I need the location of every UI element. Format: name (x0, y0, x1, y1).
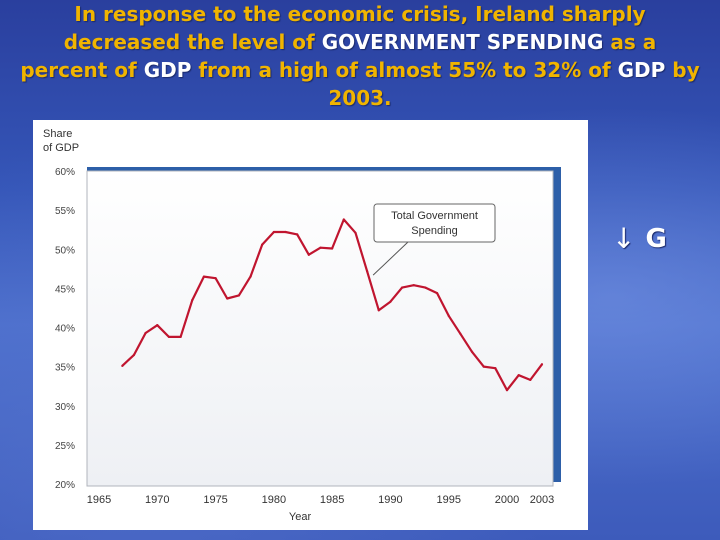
y-axis-ticks: 20% 25% 30% 35% 40% 45% 50% 55% 60% (55, 167, 75, 491)
callout-text-line-2: Spending (411, 225, 458, 237)
data-point (237, 294, 240, 297)
y-tick-label: 45% (55, 284, 75, 295)
x-tick-label: 1980 (262, 494, 286, 506)
data-point (540, 363, 544, 366)
data-point (529, 378, 532, 382)
y-axis-title-line-1: Share (43, 128, 72, 140)
data-point (179, 335, 182, 338)
data-point (459, 332, 462, 335)
data-point (202, 275, 206, 278)
y-axis-title-line-2: of GDP (43, 142, 79, 154)
data-point (354, 231, 357, 234)
data-point (121, 364, 124, 367)
x-tick-label: 1975 (203, 494, 227, 506)
x-tick-label: 1970 (145, 494, 169, 506)
y-tick-label: 50% (55, 245, 75, 256)
data-point (342, 218, 345, 221)
data-point (447, 314, 450, 317)
data-point (261, 243, 264, 246)
title-highlight-gdp: GDP (143, 58, 192, 82)
data-point (272, 230, 275, 234)
y-tick-label: 40% (55, 324, 75, 335)
data-point (470, 350, 474, 353)
slide-title: In response to the economic crisis, Irel… (20, 0, 700, 112)
data-point (331, 247, 334, 250)
x-tick-label: 2000 (495, 494, 519, 506)
data-point (144, 331, 147, 335)
data-point (284, 230, 287, 234)
data-point (400, 286, 404, 289)
data-point (482, 365, 485, 368)
data-point (132, 353, 136, 356)
data-point (226, 297, 229, 300)
down-arrow-icon: ↓ (612, 222, 636, 255)
data-point (494, 367, 497, 370)
title-text-2: as a percent of (20, 30, 657, 82)
y-tick-label: 30% (55, 402, 75, 413)
data-point (307, 253, 310, 256)
y-axis-title: Share of GDP (43, 128, 79, 154)
title-highlight-gdp-2: GDP (617, 58, 666, 82)
government-spending-chart: Share of GDP Year 20% 25% 30% 35% 40% 45% 50% 55… (43, 128, 561, 523)
data-point (424, 286, 427, 289)
title-text-6: by 2003. (328, 58, 700, 110)
series-layer (121, 218, 544, 392)
y-tick-label: 35% (55, 363, 75, 374)
data-point (319, 246, 322, 249)
y-tick-label: 55% (55, 206, 75, 217)
data-point (366, 270, 369, 273)
data-point (505, 389, 509, 392)
callout-leader-line (372, 241, 409, 276)
data-point (156, 324, 159, 327)
title-text-3: from a high of almost (191, 58, 449, 82)
data-point (249, 275, 252, 278)
y-tick-label: 60% (55, 167, 75, 178)
x-tick-label: 1965 (87, 494, 111, 506)
title-highlight-32: 32% (533, 58, 582, 82)
title-highlight-government-spending: GOVERNMENT SPENDING (321, 30, 604, 54)
data-point (296, 233, 299, 236)
data-point (412, 284, 415, 287)
data-point (214, 277, 217, 280)
y-tick-label: 25% (55, 441, 75, 452)
side-label-text: G (645, 223, 667, 254)
x-tick-label: 1985 (320, 494, 344, 506)
title-text-5: of (581, 58, 618, 82)
y-tick-label: 20% (55, 480, 75, 491)
title-text-1: In response to the economic crisis, Irel… (63, 2, 646, 54)
title-text-4: to (496, 58, 534, 82)
chart-panel: Share of GDP Year 20% 25% 30% 35% 40% 45% 50% 55… (33, 120, 588, 530)
data-point (167, 335, 171, 338)
data-point (389, 300, 392, 303)
x-axis-title: Year (289, 511, 312, 523)
title-highlight-55: 55% (448, 58, 497, 82)
x-tick-label: 1990 (378, 494, 402, 506)
callout-box (373, 203, 496, 243)
data-point (435, 291, 439, 295)
side-label: ↓ G (612, 222, 667, 255)
annotation-layer: Total Government Spending (372, 203, 496, 276)
x-tick-label: 2003 (530, 494, 554, 506)
data-point (377, 309, 380, 312)
callout-text-line-1: Total Government (391, 210, 478, 222)
x-axis-ticks: 1965 1970 1975 1980 1985 1990 1995 2000 2003 (87, 494, 554, 506)
x-tick-label: 1995 (436, 494, 460, 506)
data-point (191, 299, 194, 302)
data-point (517, 374, 520, 377)
